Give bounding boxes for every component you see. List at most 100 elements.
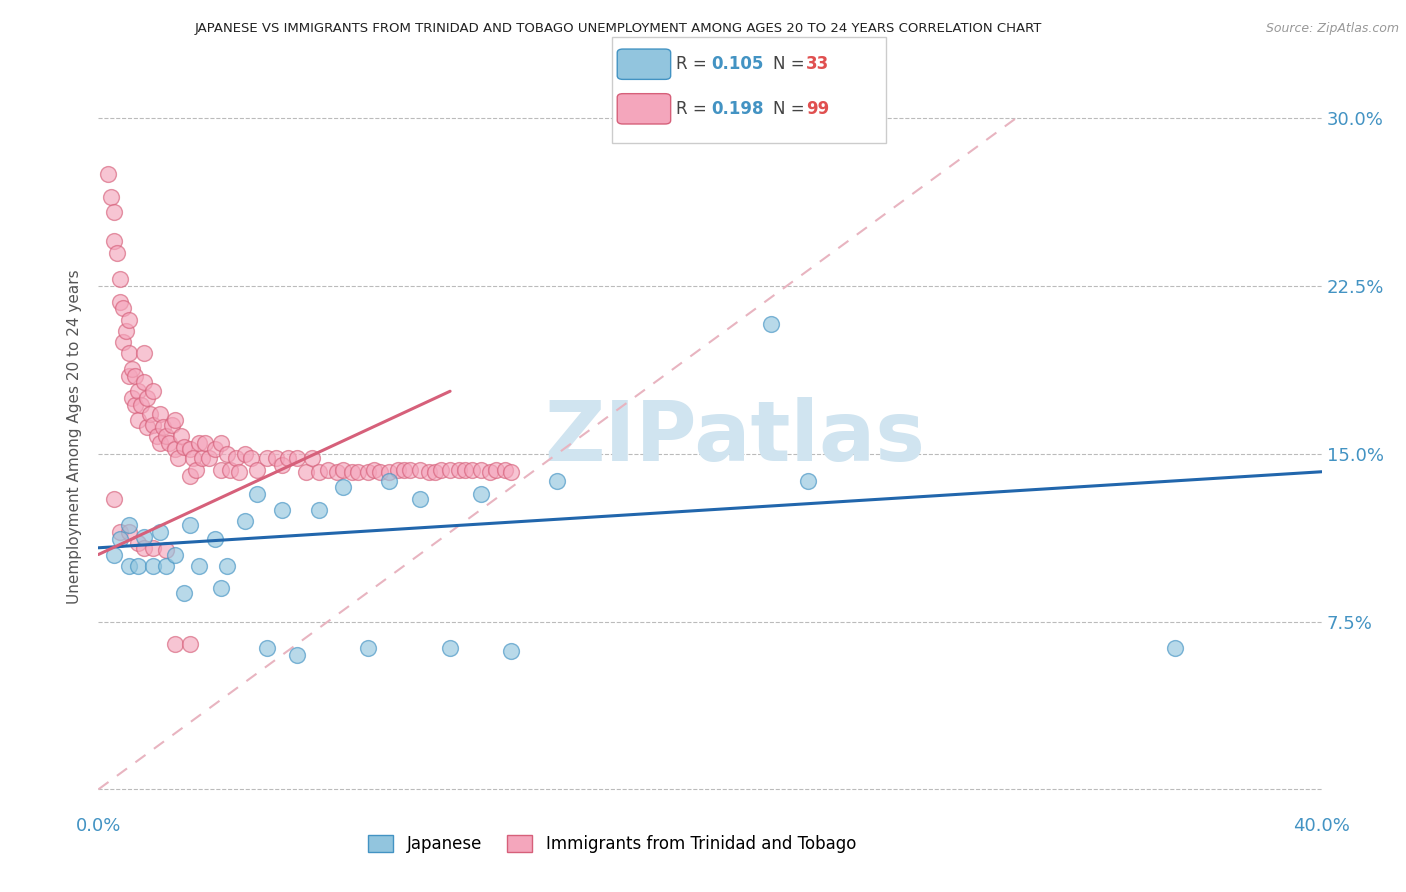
Point xyxy=(285,451,308,466)
Point xyxy=(118,346,141,360)
Point xyxy=(167,451,190,466)
Text: 99: 99 xyxy=(806,100,830,118)
Point xyxy=(108,294,131,309)
Point xyxy=(270,502,292,516)
Point xyxy=(134,376,156,390)
Point xyxy=(332,462,354,476)
Point xyxy=(470,462,492,476)
Point xyxy=(342,465,364,479)
Point xyxy=(103,491,125,506)
Point xyxy=(136,420,159,434)
Point xyxy=(797,474,820,488)
Point xyxy=(215,558,238,573)
Point xyxy=(418,465,440,479)
Text: N =: N = xyxy=(773,55,810,73)
Point xyxy=(179,518,201,533)
Point xyxy=(209,581,232,595)
Point xyxy=(100,189,122,203)
Point xyxy=(103,205,125,219)
Point xyxy=(356,465,378,479)
Point xyxy=(233,514,256,528)
Point xyxy=(145,429,167,443)
Point xyxy=(194,435,217,450)
Point xyxy=(173,440,195,454)
Text: JAPANESE VS IMMIGRANTS FROM TRINIDAD AND TOBAGO UNEMPLOYMENT AMONG AGES 20 TO 24: JAPANESE VS IMMIGRANTS FROM TRINIDAD AND… xyxy=(195,22,1042,36)
Point xyxy=(246,487,269,501)
Point xyxy=(103,235,125,249)
Point xyxy=(127,384,149,399)
Point xyxy=(118,368,141,383)
Point xyxy=(115,324,138,338)
Point xyxy=(134,541,156,555)
Point xyxy=(256,451,278,466)
Text: 33: 33 xyxy=(806,55,830,73)
Point xyxy=(134,530,156,544)
Point xyxy=(155,558,177,573)
Point xyxy=(439,641,461,656)
Legend: Japanese, Immigrants from Trinidad and Tobago: Japanese, Immigrants from Trinidad and T… xyxy=(361,828,862,860)
Point xyxy=(163,442,186,457)
Point xyxy=(118,558,141,573)
Point xyxy=(121,391,143,405)
Point xyxy=(111,301,134,316)
Point xyxy=(308,465,330,479)
Point xyxy=(157,435,180,450)
Point xyxy=(105,245,128,260)
Point xyxy=(295,465,318,479)
Point xyxy=(97,167,120,181)
Point xyxy=(204,442,226,457)
Point xyxy=(136,391,159,405)
Point xyxy=(460,462,482,476)
Point xyxy=(118,518,141,533)
Y-axis label: Unemployment Among Ages 20 to 24 years: Unemployment Among Ages 20 to 24 years xyxy=(67,269,83,605)
Point xyxy=(111,334,134,349)
Point xyxy=(149,525,172,540)
Point xyxy=(121,362,143,376)
Point xyxy=(188,435,211,450)
Point xyxy=(246,462,269,476)
Point xyxy=(127,413,149,427)
Point xyxy=(142,541,165,555)
Point xyxy=(103,548,125,562)
Point xyxy=(470,487,492,501)
Point xyxy=(423,465,446,479)
Text: R =: R = xyxy=(676,100,713,118)
Point xyxy=(181,451,204,466)
Point xyxy=(142,417,165,432)
Point xyxy=(301,451,323,466)
Point xyxy=(209,462,232,476)
Text: R =: R = xyxy=(676,55,713,73)
Point xyxy=(264,451,287,466)
Text: N =: N = xyxy=(773,100,810,118)
Point xyxy=(219,462,242,476)
Point xyxy=(191,451,214,466)
Point xyxy=(240,451,263,466)
Point xyxy=(124,398,146,412)
Point xyxy=(285,648,308,662)
Point xyxy=(163,413,186,427)
Point xyxy=(129,398,152,412)
Point xyxy=(449,462,471,476)
Point xyxy=(108,525,131,540)
Point xyxy=(277,451,299,466)
Point xyxy=(179,637,201,651)
Point xyxy=(356,641,378,656)
Point xyxy=(501,643,523,657)
Text: Source: ZipAtlas.com: Source: ZipAtlas.com xyxy=(1265,22,1399,36)
Point xyxy=(108,532,131,546)
Point xyxy=(173,585,195,599)
Point xyxy=(149,407,172,421)
Point xyxy=(127,536,149,550)
Point xyxy=(408,491,430,506)
Point xyxy=(408,462,430,476)
Point xyxy=(179,469,201,483)
Point xyxy=(316,462,339,476)
Point xyxy=(392,462,416,476)
Point xyxy=(179,442,201,457)
Point xyxy=(1164,641,1187,656)
Point xyxy=(454,462,477,476)
Point xyxy=(142,558,165,573)
Point xyxy=(160,417,183,432)
Point xyxy=(163,548,186,562)
Point xyxy=(368,465,391,479)
